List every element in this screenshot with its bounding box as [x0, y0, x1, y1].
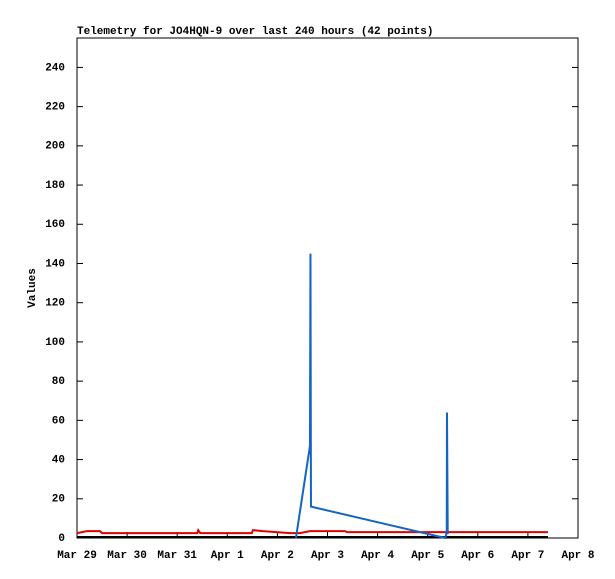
- x-tick-label: Apr 6: [461, 550, 494, 562]
- x-tick-label: Mar 29: [57, 550, 97, 562]
- series-line: [76, 527, 548, 535]
- y-tick-label: 180: [45, 180, 65, 192]
- y-tick-label: 200: [45, 141, 65, 153]
- plot-frame: [76, 37, 579, 539]
- x-tick-label: Apr 7: [511, 550, 544, 562]
- y-tick-label: 240: [45, 62, 65, 74]
- x-tick-label: Apr 4: [361, 550, 394, 562]
- y-tick-label: 0: [58, 533, 65, 545]
- x-tick-label: Apr 8: [561, 550, 594, 562]
- y-tick-label: 120: [45, 298, 65, 310]
- y-tick-label: 160: [45, 219, 65, 231]
- x-tick-label: Mar 30: [107, 550, 147, 562]
- y-tick-label: 140: [45, 258, 65, 270]
- y-tick-label: 220: [45, 102, 65, 114]
- chart-title: Telemetry for JO4HQN-9 over last 240 hou…: [77, 26, 433, 38]
- x-tick-label: Apr 5: [411, 550, 444, 562]
- x-tick-label: Apr 1: [211, 550, 244, 562]
- x-tick-label: Apr 3: [311, 550, 344, 562]
- y-tick-label: 20: [52, 494, 65, 506]
- y-tick-label: 100: [45, 337, 65, 349]
- y-tick-label: 60: [52, 415, 65, 427]
- x-tick-label: Mar 31: [157, 550, 197, 562]
- x-tick-label: Apr 2: [261, 550, 294, 562]
- y-tick-label: 40: [52, 454, 65, 466]
- series-line: [294, 253, 449, 540]
- y-tick-label: 80: [52, 376, 65, 388]
- y-axis-label: Values: [27, 268, 39, 308]
